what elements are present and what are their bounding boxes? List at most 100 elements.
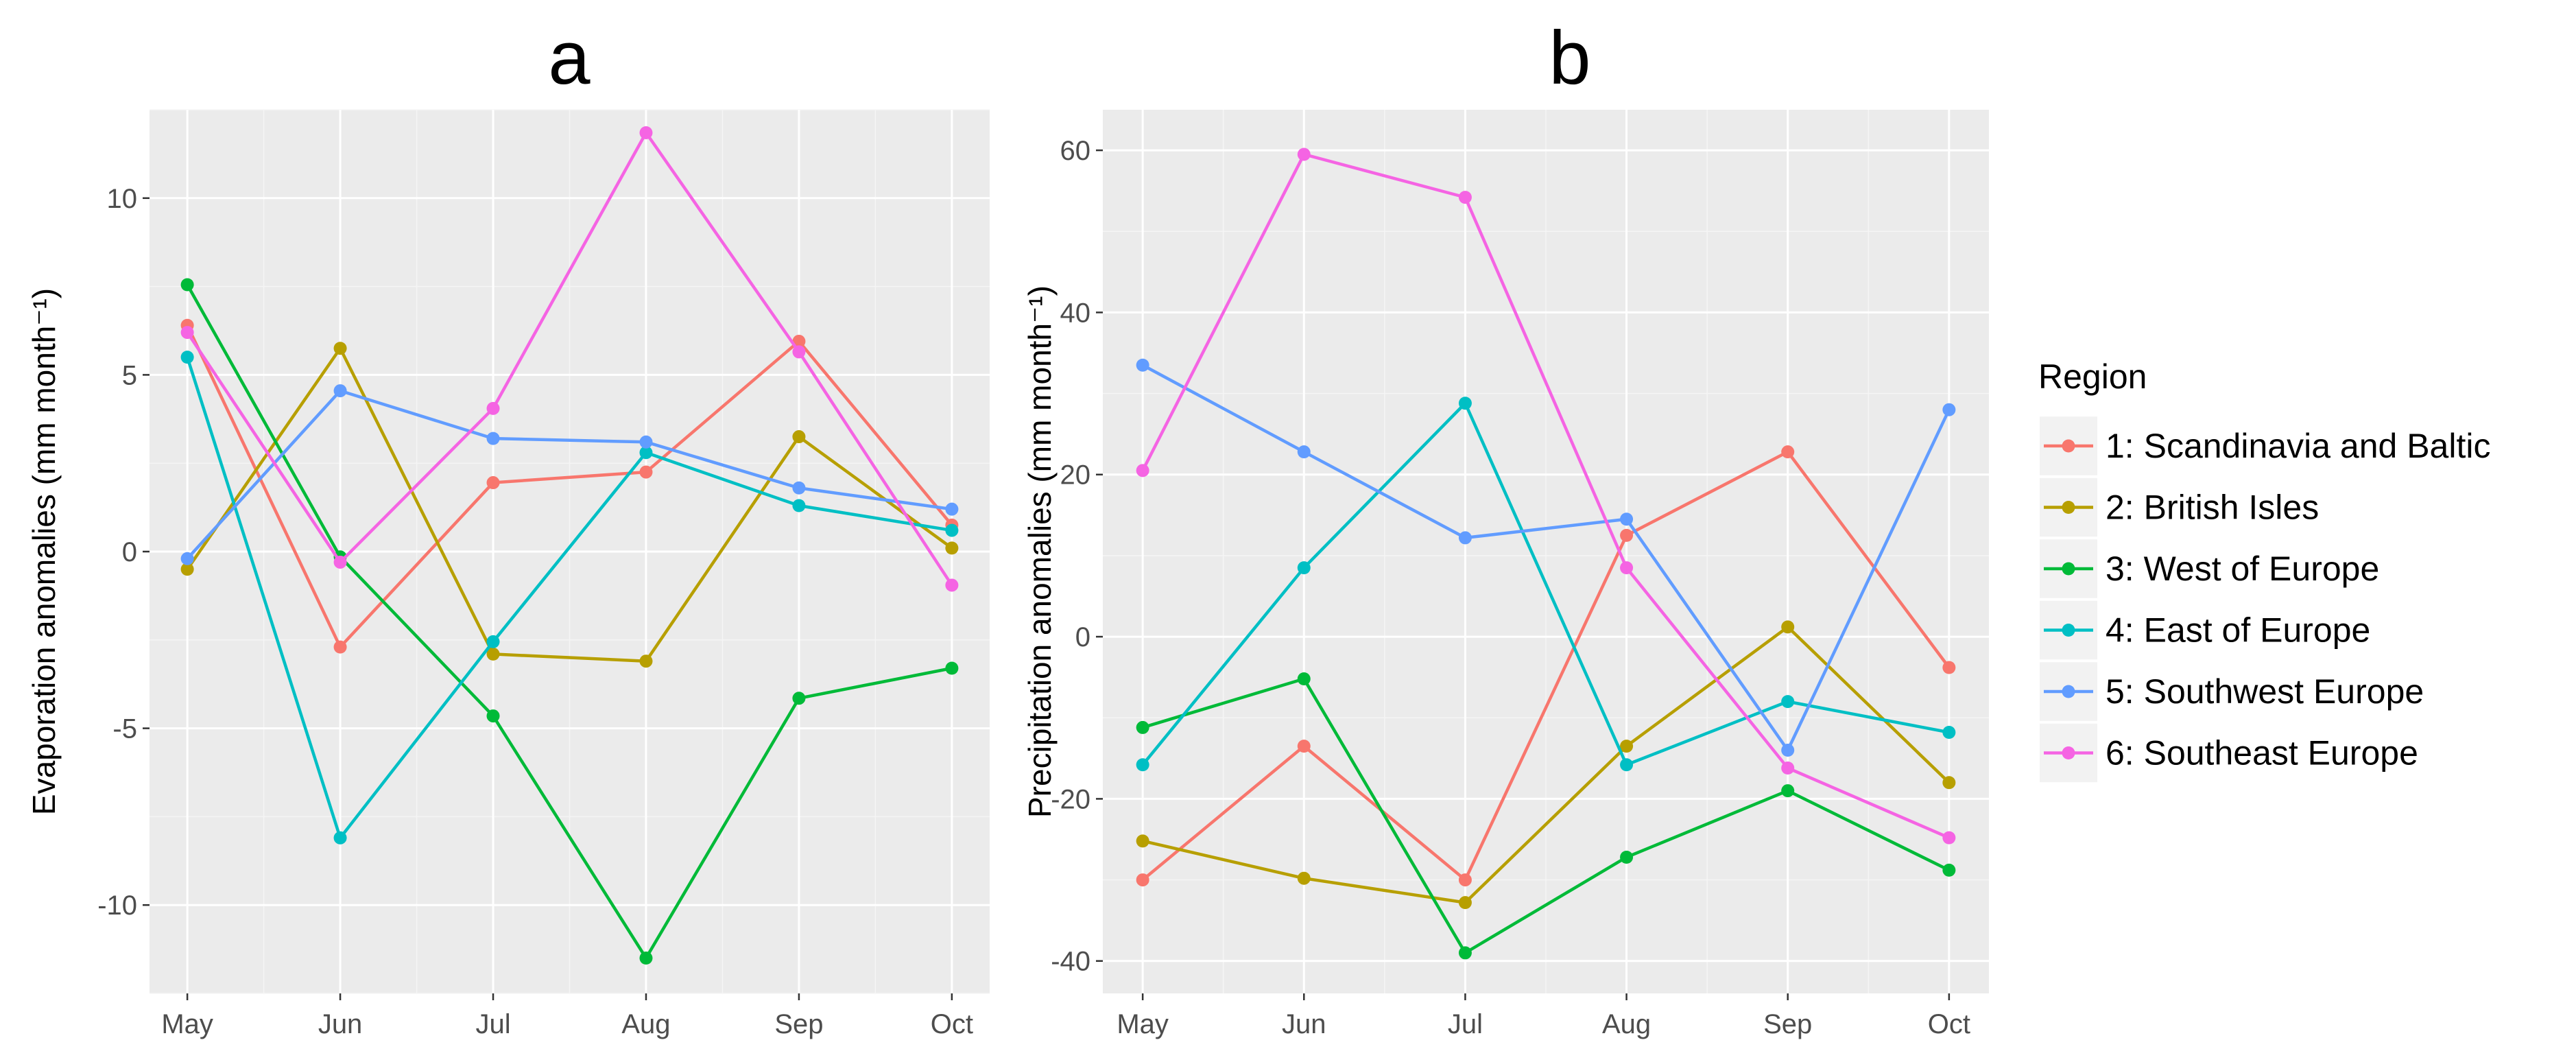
- data-point-s4-aug: [1620, 758, 1634, 772]
- x-tick-label: Sep: [774, 1009, 823, 1039]
- data-point-s2-sep: [1781, 620, 1795, 634]
- panel-title: b: [1549, 16, 1590, 100]
- data-point-s6-aug: [1620, 561, 1634, 575]
- data-point-s4-may: [180, 351, 194, 364]
- data-point-s2-may: [1136, 834, 1149, 848]
- data-point-s2-oct: [945, 541, 959, 555]
- legend-key-point: [2062, 562, 2075, 576]
- panel-title: a: [548, 16, 591, 100]
- data-point-s6-jul: [486, 401, 500, 415]
- data-point-s1-aug: [1620, 528, 1634, 542]
- legend-key-point: [2062, 746, 2075, 759]
- panel-a: 10 5 0 -5 -10 May Jun Jul Aug Sep Oct a Evaporation …: [26, 16, 990, 1039]
- data-point-s6-jul: [1458, 191, 1472, 204]
- panel-b: 60 40 20 0 -20 -40 May Jun Jul Aug Sep Oct b Precipit…: [1022, 16, 1989, 1039]
- legend-key-point: [2062, 439, 2075, 453]
- series-line-3: [1142, 677, 1950, 955]
- data-point-s4-jun: [333, 831, 347, 845]
- y-tick-label: 0: [122, 537, 137, 567]
- data-point-s1-sep: [1781, 445, 1795, 459]
- data-point-s5-aug: [639, 435, 653, 449]
- data-point-s5-may: [1136, 358, 1149, 372]
- data-point-s6-jun: [1297, 148, 1311, 161]
- series-line-1: [1141, 450, 1951, 882]
- data-point-s2-may: [180, 563, 194, 576]
- data-point-s4-jul: [486, 635, 500, 648]
- data-point-s5-may: [180, 552, 194, 565]
- data-point-s4-may: [1136, 758, 1149, 772]
- data-point-s5-jun: [1297, 445, 1311, 459]
- data-point-s2-aug: [639, 654, 653, 668]
- data-point-s3-may: [180, 278, 194, 292]
- data-point-s6-aug: [639, 126, 653, 139]
- y-tick-label: 40: [1060, 298, 1091, 328]
- data-point-s5-sep: [792, 481, 806, 495]
- x-tick-label: May: [161, 1009, 213, 1039]
- data-point-s3-jul: [486, 709, 500, 723]
- data-point-s2-jul: [486, 647, 500, 661]
- x-tick-label: Aug: [621, 1009, 670, 1039]
- legend-key-point: [2062, 685, 2075, 698]
- data-point-s5-jul: [1458, 531, 1472, 545]
- series-line-5: [1142, 364, 1951, 752]
- data-point-s5-jul: [486, 432, 500, 445]
- data-point-s1-jul: [1458, 873, 1472, 887]
- data-point-s1-aug: [639, 465, 653, 479]
- x-tick-label: Jun: [1282, 1009, 1326, 1039]
- data-point-s1-may: [1136, 873, 1149, 887]
- y-tick-label: 0: [1075, 622, 1090, 652]
- series-line-6: [186, 131, 953, 587]
- data-point-s6-sep: [1781, 762, 1795, 775]
- data-point-s3-may: [1136, 720, 1149, 734]
- data-point-s4-oct: [945, 523, 959, 537]
- data-point-s3-aug: [639, 951, 653, 965]
- data-point-s5-sep: [1781, 744, 1795, 757]
- y-tick-label: 60: [1060, 136, 1091, 166]
- y-tick-label: -40: [1051, 947, 1090, 977]
- x-tick-label: Aug: [1602, 1009, 1651, 1039]
- data-point-s4-sep: [1781, 695, 1795, 709]
- data-point-s3-aug: [1620, 850, 1634, 864]
- data-point-s4-jul: [1458, 397, 1472, 410]
- data-point-s2-aug: [1620, 740, 1634, 753]
- series-line-4: [1141, 401, 1950, 767]
- data-point-s2-jun: [333, 342, 347, 355]
- data-point-s5-aug: [1620, 512, 1634, 526]
- data-point-s4-jun: [1297, 561, 1311, 575]
- legend-title: Region: [2038, 357, 2147, 396]
- data-point-s5-oct: [1942, 403, 1956, 416]
- y-tick-label: -5: [112, 714, 137, 744]
- series-line-6: [1141, 152, 1950, 840]
- data-point-s6-jun: [333, 555, 347, 569]
- y-tick-label: 10: [107, 184, 138, 214]
- data-point-s4-oct: [1942, 726, 1956, 740]
- legend-label-2: 2: British Isles: [2106, 488, 2319, 527]
- legend-label-1: 1: Scandinavia and Baltic: [2106, 427, 2490, 465]
- data-point-s3-oct: [1942, 863, 1956, 877]
- series-line-2: [1142, 625, 1951, 904]
- series-line-5: [186, 389, 953, 560]
- data-point-s2-oct: [1942, 776, 1956, 790]
- y-tick-label: 5: [122, 360, 137, 390]
- series-line-3: [186, 283, 953, 960]
- data-point-s5-jun: [333, 384, 347, 398]
- data-point-s1-jun: [333, 640, 347, 654]
- data-point-s1-jul: [486, 476, 500, 490]
- data-point-s3-sep: [792, 692, 806, 705]
- data-point-s2-jul: [1458, 896, 1472, 910]
- data-point-s5-oct: [945, 502, 959, 516]
- series-line-1: [186, 324, 953, 649]
- data-point-s4-aug: [639, 446, 653, 460]
- y-tick-label: -20: [1051, 784, 1090, 814]
- x-tick-label: Jul: [1448, 1009, 1483, 1039]
- data-point-s6-may: [1136, 464, 1149, 477]
- x-tick-label: May: [1117, 1009, 1169, 1039]
- data-point-s3-jul: [1458, 946, 1472, 960]
- data-point-s3-sep: [1781, 784, 1795, 798]
- data-point-s1-oct: [1942, 661, 1956, 674]
- legend-key-point: [2062, 501, 2075, 514]
- x-tick-label: Jun: [318, 1009, 363, 1039]
- data-point-s4-sep: [792, 499, 806, 512]
- data-point-s1-jun: [1297, 740, 1311, 753]
